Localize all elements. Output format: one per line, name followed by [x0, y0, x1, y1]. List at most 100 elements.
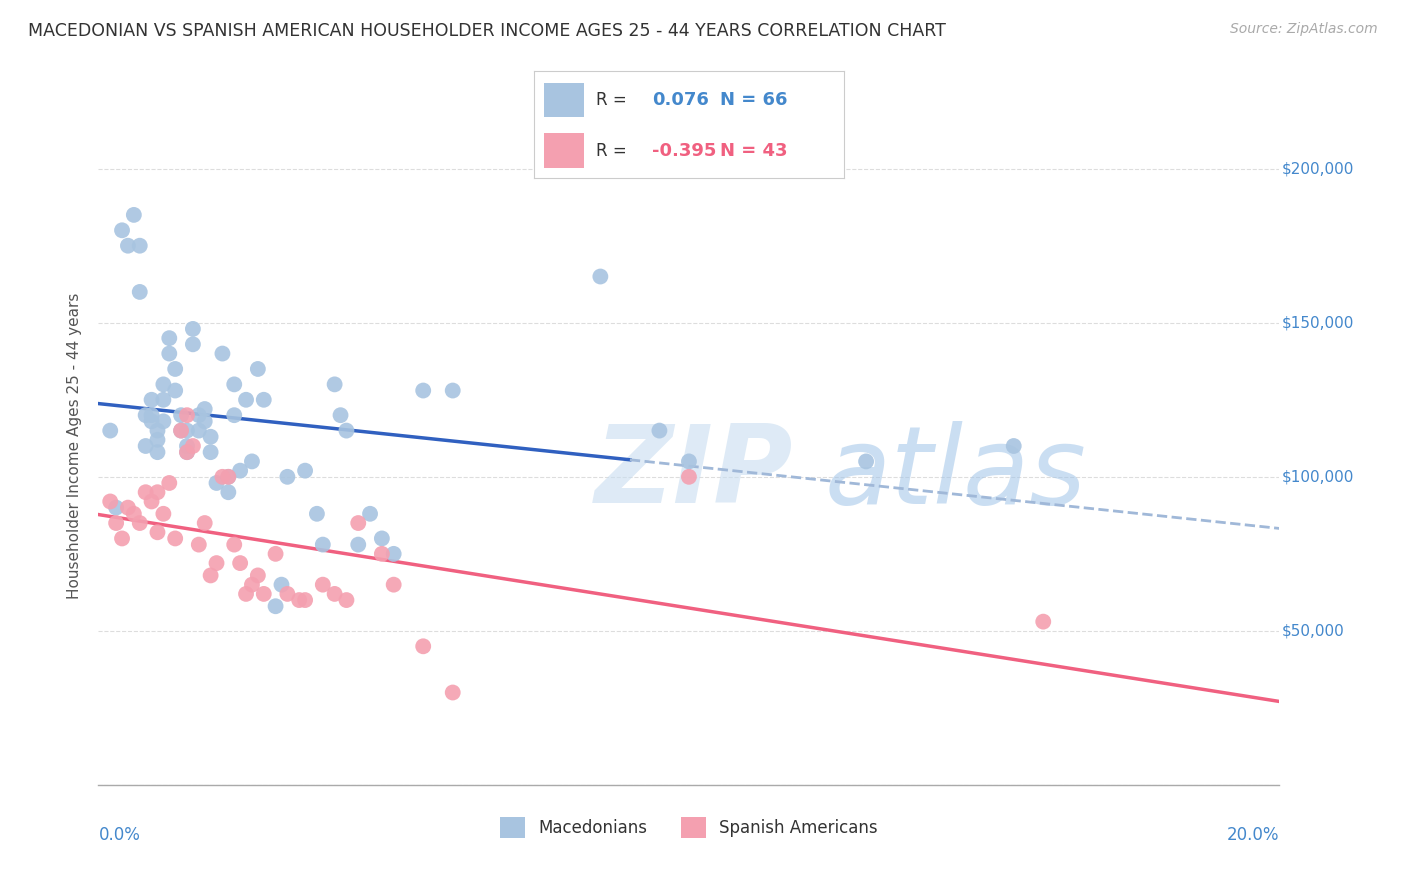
Point	[187, 408, 209, 422]
Point	[105, 500, 128, 515]
Point	[146, 525, 169, 540]
Text: 20.0%: 20.0%	[1227, 826, 1279, 844]
Point	[141, 392, 163, 407]
Point	[176, 424, 198, 438]
Point	[235, 392, 257, 407]
Text: atlas: atlas	[825, 421, 1087, 525]
Point	[412, 384, 434, 398]
Point	[141, 494, 163, 508]
Point	[211, 346, 233, 360]
Point	[235, 587, 257, 601]
Point	[128, 516, 150, 530]
Point	[276, 587, 298, 601]
Point	[152, 377, 174, 392]
Point	[335, 593, 357, 607]
Point	[176, 445, 198, 459]
Point	[194, 516, 217, 530]
Point	[371, 547, 394, 561]
Point	[229, 464, 252, 478]
Point	[152, 414, 174, 428]
Point	[312, 538, 335, 552]
Text: -0.395: -0.395	[652, 142, 716, 160]
Text: N = 43: N = 43	[720, 142, 787, 160]
Point	[181, 439, 204, 453]
Point	[157, 331, 180, 345]
Point	[157, 475, 180, 490]
Point	[217, 485, 239, 500]
Point	[246, 568, 269, 582]
Point	[122, 507, 145, 521]
Point	[157, 346, 180, 360]
Point	[111, 223, 134, 237]
Point	[305, 507, 328, 521]
Point	[382, 577, 405, 591]
Point	[205, 475, 228, 490]
Point	[224, 408, 246, 422]
Point	[135, 485, 157, 500]
Point	[323, 377, 346, 392]
Point	[264, 599, 287, 614]
Point	[359, 507, 381, 521]
Point	[111, 532, 134, 546]
Point	[165, 384, 187, 398]
Point	[270, 577, 292, 591]
Point	[187, 424, 209, 438]
Point	[224, 538, 246, 552]
FancyBboxPatch shape	[544, 83, 583, 118]
Text: $50,000: $50,000	[1282, 624, 1344, 639]
Point	[200, 445, 222, 459]
Text: N = 66: N = 66	[720, 91, 787, 109]
Point	[135, 439, 157, 453]
Point	[170, 424, 193, 438]
Point	[441, 685, 464, 699]
Text: MACEDONIAN VS SPANISH AMERICAN HOUSEHOLDER INCOME AGES 25 - 44 YEARS CORRELATION: MACEDONIAN VS SPANISH AMERICAN HOUSEHOLD…	[28, 22, 946, 40]
Point	[288, 593, 311, 607]
Text: $100,000: $100,000	[1282, 469, 1354, 484]
Point	[200, 568, 222, 582]
Point	[217, 470, 239, 484]
Point	[181, 337, 204, 351]
Point	[589, 269, 612, 284]
Point	[211, 470, 233, 484]
Point	[122, 208, 145, 222]
Point	[176, 439, 198, 453]
Point	[323, 587, 346, 601]
Point	[246, 362, 269, 376]
Point	[678, 454, 700, 468]
Point	[176, 445, 198, 459]
Point	[146, 433, 169, 447]
Point	[253, 392, 276, 407]
Point	[170, 424, 193, 438]
Point	[240, 454, 263, 468]
Point	[98, 494, 121, 508]
Point	[117, 500, 139, 515]
Point	[128, 238, 150, 252]
Text: 0.0%: 0.0%	[98, 826, 141, 844]
Text: 0.076: 0.076	[652, 91, 709, 109]
Text: $200,000: $200,000	[1282, 161, 1354, 176]
Text: R =: R =	[596, 91, 627, 109]
Point	[146, 445, 169, 459]
Point	[165, 532, 187, 546]
Point	[205, 556, 228, 570]
Text: ZIP: ZIP	[595, 420, 793, 526]
Legend: Macedonians, Spanish Americans: Macedonians, Spanish Americans	[494, 811, 884, 845]
Point	[329, 408, 352, 422]
Y-axis label: Householder Income Ages 25 - 44 years: Householder Income Ages 25 - 44 years	[67, 293, 83, 599]
Point	[1032, 615, 1054, 629]
Point	[152, 392, 174, 407]
Point	[98, 424, 121, 438]
Point	[217, 470, 239, 484]
Point	[1002, 439, 1025, 453]
Point	[141, 414, 163, 428]
Point	[335, 424, 357, 438]
Point	[128, 285, 150, 299]
Point	[240, 577, 263, 591]
Point	[276, 470, 298, 484]
Point	[855, 454, 877, 468]
Point	[648, 424, 671, 438]
Point	[312, 577, 335, 591]
Point	[200, 430, 222, 444]
Point	[412, 640, 434, 654]
Point	[347, 538, 370, 552]
